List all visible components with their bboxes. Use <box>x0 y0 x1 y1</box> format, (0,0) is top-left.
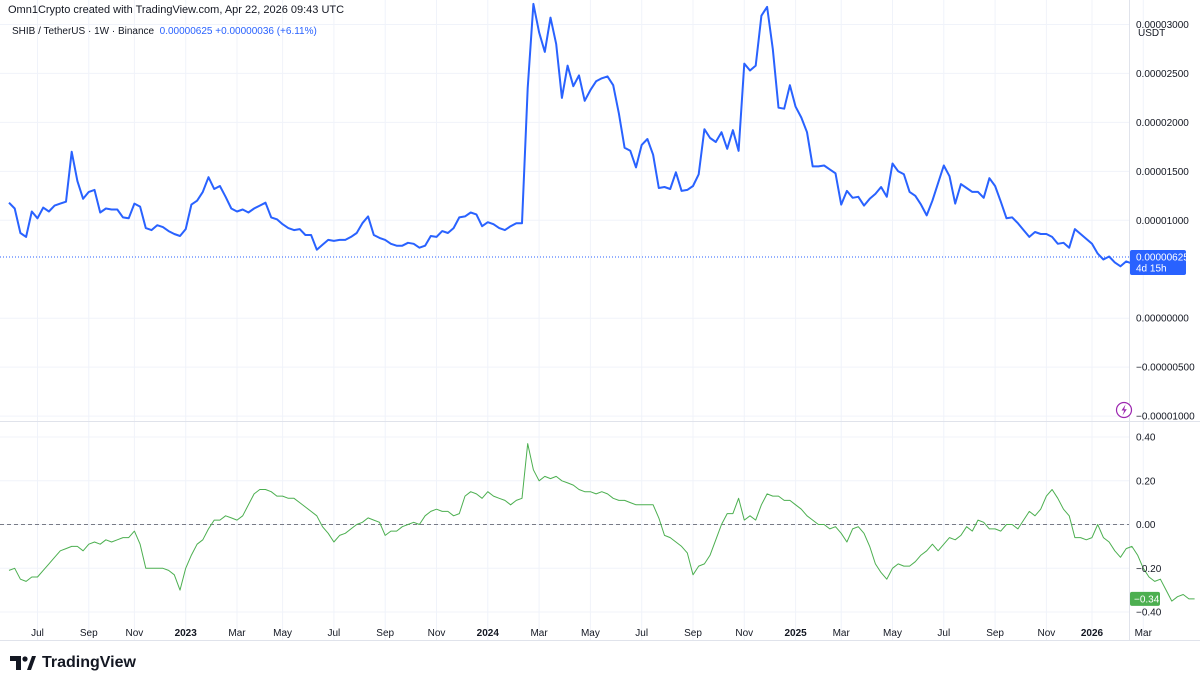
price-tick-label: 0.00003000 <box>1136 20 1189 31</box>
price-axis[interactable]: 0.00003000 0.00002500 0.00002000 0.00001500… <box>1130 20 1195 423</box>
time-tick-label: Jul <box>31 628 44 639</box>
time-tick-label: Jul <box>937 628 950 639</box>
indicator-tick-label: 0.00 <box>1136 520 1156 531</box>
attribution-text: Omn1Crypto created with TradingView.com,… <box>8 4 345 16</box>
time-tick-label: 2023 <box>175 628 198 639</box>
price-tick-label: 0.00001500 <box>1136 167 1189 178</box>
tradingview-logo[interactable]: TradingView <box>10 654 136 672</box>
time-tick-label: May <box>883 628 902 639</box>
price-series <box>0 2 1163 268</box>
indicator-line <box>8 443 1195 602</box>
time-tick-label: Mar <box>228 628 246 639</box>
time-tick-label: Jul <box>635 628 648 639</box>
time-tick-label: Nov <box>126 628 144 639</box>
time-tick-label: 2025 <box>784 628 807 639</box>
time-tick-label: Mar <box>833 628 851 639</box>
price-tick-label: −0.00000500 <box>1136 363 1195 374</box>
symbol-name[interactable]: SHIB / TetherUS · 1W · Binance <box>12 26 155 37</box>
countdown-label: 4d 15h <box>1136 264 1167 275</box>
time-tick-label: Nov <box>735 628 753 639</box>
indicator-tick-label: −0.20 <box>1136 564 1162 575</box>
indicator-tick-label: −0.40 <box>1136 608 1162 619</box>
price-tick-label: 0.00001000 <box>1136 216 1189 227</box>
symbol-legend[interactable]: SHIB / TetherUS · 1W · Binance 0.0000062… <box>12 26 317 37</box>
time-tick-label: Mar <box>530 628 548 639</box>
legend-price: 0.00000625 <box>159 26 213 37</box>
time-tick-label: May <box>581 628 600 639</box>
tradingview-logo-icon <box>10 656 36 670</box>
currency-label[interactable]: USDT <box>1138 28 1165 39</box>
indicator-value-badge <box>1130 591 1160 606</box>
time-tick-label: Nov <box>1038 628 1056 639</box>
time-tick-label: Nov <box>428 628 446 639</box>
legend-change: +0.00000036 (+6.11%) <box>215 26 317 37</box>
time-tick-label: Jul <box>328 628 341 639</box>
last-price-label: 0.00000625 <box>1136 253 1189 264</box>
time-tick-label: 2024 <box>477 628 500 639</box>
price-tick-label: 0.00002000 <box>1136 118 1189 129</box>
time-tick-label: May <box>273 628 292 639</box>
price-line <box>8 2 1161 268</box>
indicator-tick-label: 0.40 <box>1136 433 1156 444</box>
time-tick-label: Sep <box>684 628 702 639</box>
tradingview-brand: TradingView <box>42 654 136 671</box>
last-price-badge <box>1130 250 1186 276</box>
grid <box>0 0 1144 640</box>
time-tick-label: 2026 <box>1081 628 1104 639</box>
time-tick-label: Sep <box>376 628 394 639</box>
time-axis[interactable]: Jul Sep Nov 2023 Mar May Jul Sep Nov 2024 Mar May Ju… <box>31 628 1152 639</box>
price-tick-label: −0.00001000 <box>1136 412 1195 423</box>
indicator-value-label: −0.34 <box>1134 594 1160 605</box>
indicator-axis[interactable]: 0.40 0.20 0.00 −0.20 −0.40 −0.34 <box>1130 433 1162 619</box>
indicator-series <box>0 443 1195 602</box>
price-tick-label: 0.00002500 <box>1136 69 1189 80</box>
price-tick-label: 0.00000000 <box>1136 314 1189 325</box>
lightning-icon[interactable] <box>1115 401 1133 419</box>
time-tick-label: Sep <box>80 628 98 639</box>
indicator-tick-label: 0.20 <box>1136 476 1156 487</box>
time-tick-label: Mar <box>1135 628 1153 639</box>
time-tick-label: Sep <box>986 628 1004 639</box>
